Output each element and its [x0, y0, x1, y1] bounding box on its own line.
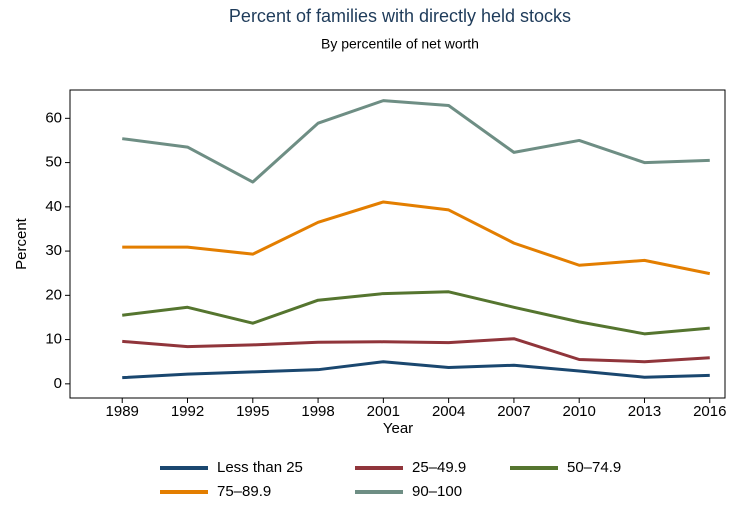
series-line [122, 337, 710, 364]
legend-label: 25–49.9 [412, 459, 466, 476]
x-tick-label: 2013 [628, 403, 661, 420]
x-tick-label: 2010 [563, 403, 596, 420]
legend-label: 75–89.9 [217, 483, 271, 500]
y-tick-label: 30 [45, 242, 62, 259]
y-tick-label: 20 [45, 286, 62, 303]
x-axis-label: Year [383, 420, 413, 437]
legend-label: Less than 25 [217, 459, 303, 476]
y-tick-label: 0 [54, 375, 62, 392]
chart-subtitle: By percentile of net worth [321, 36, 479, 52]
series-line [122, 200, 711, 276]
x-tick-label: 2001 [367, 403, 400, 420]
x-tick-label: 1998 [301, 403, 334, 420]
x-tick-label: 2007 [497, 403, 530, 420]
series-line [122, 290, 710, 336]
series-line [122, 99, 710, 184]
y-tick-label: 40 [45, 198, 62, 215]
legend-label: 50–74.9 [567, 459, 621, 476]
y-tick-label: 10 [45, 331, 62, 348]
x-tick-label: 1995 [236, 403, 269, 420]
x-tick-label: 1989 [106, 403, 139, 420]
series-line [122, 360, 710, 380]
plot-frame [69, 89, 726, 399]
y-tick-label: 60 [45, 109, 62, 126]
legend-label: 90–100 [412, 483, 462, 500]
y-axis-label: Percent [13, 217, 30, 270]
x-tick-label: 2016 [693, 403, 726, 420]
y-tick-label: 50 [45, 154, 62, 171]
chart-title: Percent of families with directly held s… [229, 6, 571, 26]
x-tick-label: 2004 [432, 403, 465, 420]
x-tick-label: 1992 [171, 403, 204, 420]
